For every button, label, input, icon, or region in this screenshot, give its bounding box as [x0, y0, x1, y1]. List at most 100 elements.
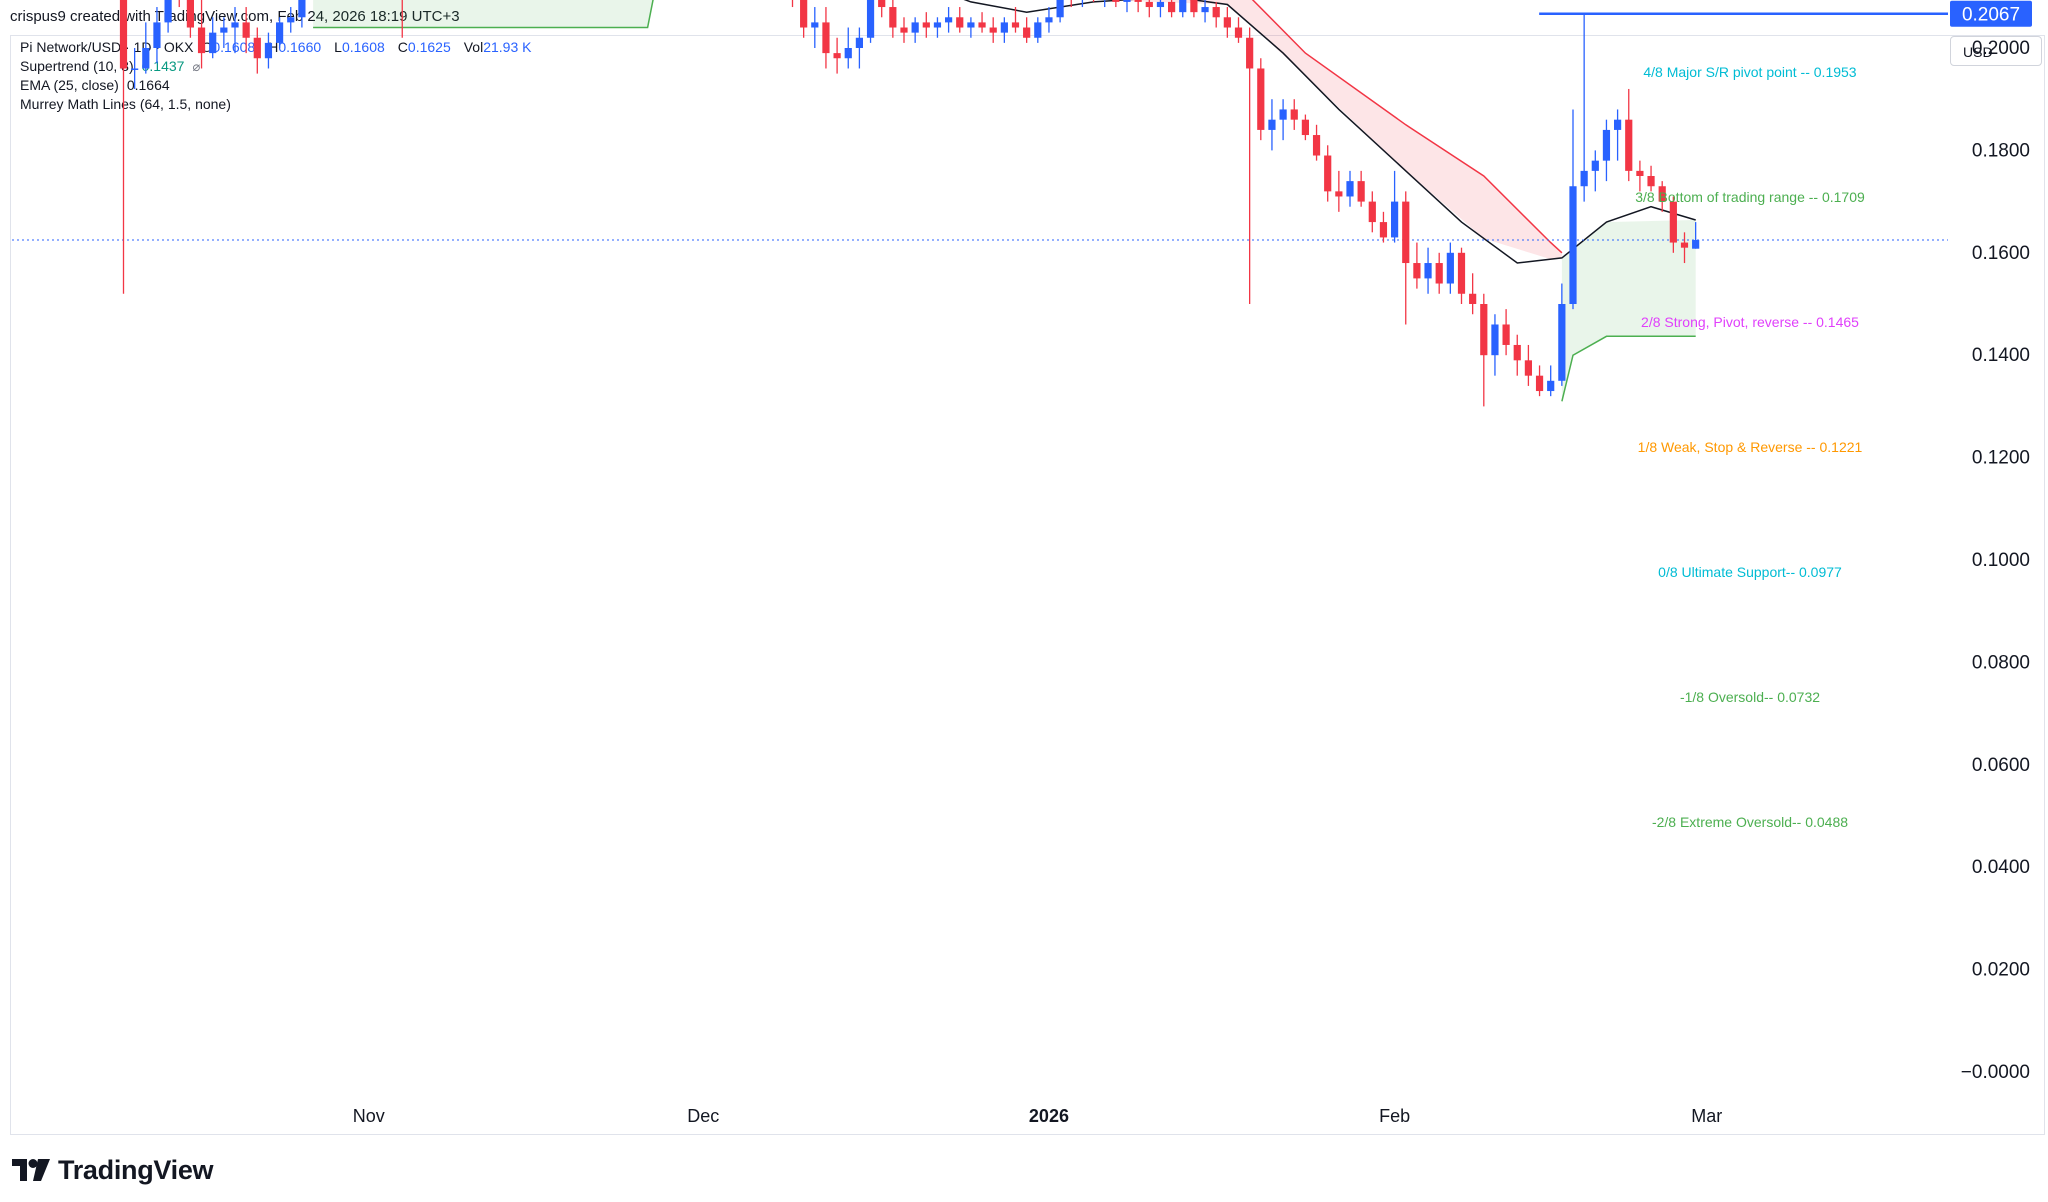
candle-body-up	[1547, 380, 1555, 392]
y-tick-label: 0.0800	[1972, 652, 2030, 673]
candle-body-down	[833, 53, 841, 59]
candle-body-down	[1368, 201, 1376, 223]
candle-body-up	[1279, 109, 1287, 120]
candle-body-down	[1212, 7, 1220, 18]
resistance-price-tag	[1950, 0, 2032, 27]
candle-body-down	[1112, 0, 1120, 2]
candle-body-up	[945, 17, 953, 23]
legend-symbol-row: Pi Network/USD · 1D · OKX O0.1608 H0.166…	[20, 38, 536, 57]
murrey-label: Murrey Math Lines (64, 1.5, none)	[20, 96, 231, 112]
candle-body-up	[1569, 186, 1577, 304]
candle-body-down	[1502, 324, 1510, 345]
candle-body-up	[1034, 22, 1042, 38]
legend-supertrend-row[interactable]: Supertrend (10, 3) 0.1437 ⌀	[20, 57, 536, 76]
candle-body-up	[1000, 22, 1008, 33]
candle-body-down	[1011, 22, 1020, 28]
supertrend-fill	[1112, 0, 1562, 260]
candle-body-down	[1625, 119, 1633, 171]
legend-murrey-row[interactable]: Murrey Math Lines (64, 1.5, none)	[20, 95, 536, 114]
symbol-label[interactable]: Pi Network/USD · 1D · OKX	[20, 39, 194, 55]
candle-body-up	[1491, 324, 1499, 356]
candle-body-up	[967, 22, 975, 28]
candle-body-up	[153, 22, 161, 48]
y-tick-label: 0.2000	[1972, 38, 2030, 59]
candle-body-up	[1580, 170, 1588, 187]
supertrend-up-line	[313, 0, 654, 29]
candle-body-down	[1145, 1, 1153, 8]
hidden-eye-icon[interactable]: ⌀	[192, 59, 201, 74]
candle-body-down	[1023, 27, 1031, 38]
candle-body-up	[1179, 0, 1187, 13]
supertrend-up-line	[1561, 335, 1696, 402]
candle-body-down	[1680, 242, 1689, 248]
ohlc-open: O0.1608	[201, 39, 256, 55]
x-tick-label: Feb	[1379, 1106, 1410, 1126]
candle-body-down	[878, 0, 886, 8]
supertrend-label: Supertrend (10, 3)	[20, 58, 134, 74]
resistance-price-label: 0.2067	[1962, 5, 2020, 26]
ohlc-low: L0.1608	[334, 39, 385, 55]
murrey-level-label: -2/8 Extreme Oversold-- 0.0488	[1652, 814, 1848, 830]
ema-value: 0.1664	[126, 77, 170, 93]
y-tick-label: −0.0000	[1961, 1062, 2030, 1083]
candle-body-down	[1379, 222, 1388, 238]
candle-body-up	[264, 42, 273, 59]
y-tick-label: 0.1800	[1972, 140, 2030, 161]
candle-body-down	[1324, 155, 1332, 192]
candle-body-down	[956, 17, 964, 28]
candle-body-up	[231, 22, 239, 28]
x-tick-label: 2026	[1029, 1106, 1069, 1126]
candle-body-up	[1391, 201, 1399, 238]
candle-body-down	[1469, 293, 1477, 304]
candle-body-down	[197, 27, 206, 54]
y-tick-label: 0.0400	[1972, 857, 2030, 878]
candle-body-down	[922, 22, 930, 28]
candle-body-up	[1692, 240, 1700, 249]
candle-body-down	[800, 0, 808, 28]
candle-body-down	[1246, 37, 1254, 69]
candle-body-up	[866, 0, 875, 38]
legend-ema-row[interactable]: EMA (25, close) 0.1664	[20, 76, 536, 95]
candle-body-down	[1301, 119, 1309, 136]
candle-body-up	[844, 48, 852, 59]
candle-body-up	[1268, 119, 1276, 130]
ohlc-volume: Vol21.93 K	[463, 39, 532, 55]
candle-body-down	[1290, 109, 1298, 120]
candle-body-up	[1045, 17, 1053, 23]
currency-button[interactable]: USD	[1950, 36, 2042, 66]
y-tick-label: 0.1400	[1972, 345, 2030, 366]
supertrend-fill	[1561, 220, 1696, 402]
candle-body-up	[1346, 181, 1354, 197]
candle-body-up	[131, 68, 139, 70]
y-tick-label: 0.0200	[1972, 960, 2030, 981]
candle-body-down	[1636, 170, 1644, 176]
candle-body-down	[1223, 17, 1231, 28]
candle-body-up	[911, 22, 919, 33]
candle-body-up	[276, 22, 284, 43]
murrey-level-label: 3/8 Bottom of trading range -- 0.1709	[1635, 189, 1865, 205]
murrey-level-label: 2/8 Strong, Pivot, reverse -- 0.1465	[1641, 314, 1859, 330]
candle-body-down	[1435, 263, 1443, 284]
y-tick-label: 0.1600	[1972, 243, 2030, 264]
candle-body-up	[1591, 160, 1599, 171]
candle-body-down	[1335, 191, 1343, 197]
candle-body-down	[1134, 0, 1142, 2]
candle-body-down	[1524, 360, 1532, 376]
candle-body-up	[1123, 0, 1131, 2]
candle-body-down	[119, 0, 128, 69]
candle-body-down	[1168, 1, 1176, 13]
y-tick-label: 0.1200	[1972, 448, 2030, 469]
candle-body-up	[1602, 129, 1611, 161]
candle-body-down	[1658, 186, 1666, 202]
x-tick-label: Nov	[353, 1106, 385, 1126]
candle-body-up	[1424, 263, 1432, 279]
candle-body-down	[1413, 263, 1421, 279]
candle-body-up	[164, 0, 172, 23]
candle-body-up	[811, 22, 819, 28]
candle-body-down	[1457, 252, 1466, 294]
ema-label: EMA (25, close)	[20, 77, 119, 93]
candle-body-down	[1513, 344, 1521, 361]
candle-body-up	[209, 32, 217, 54]
candle-body-down	[900, 27, 908, 33]
